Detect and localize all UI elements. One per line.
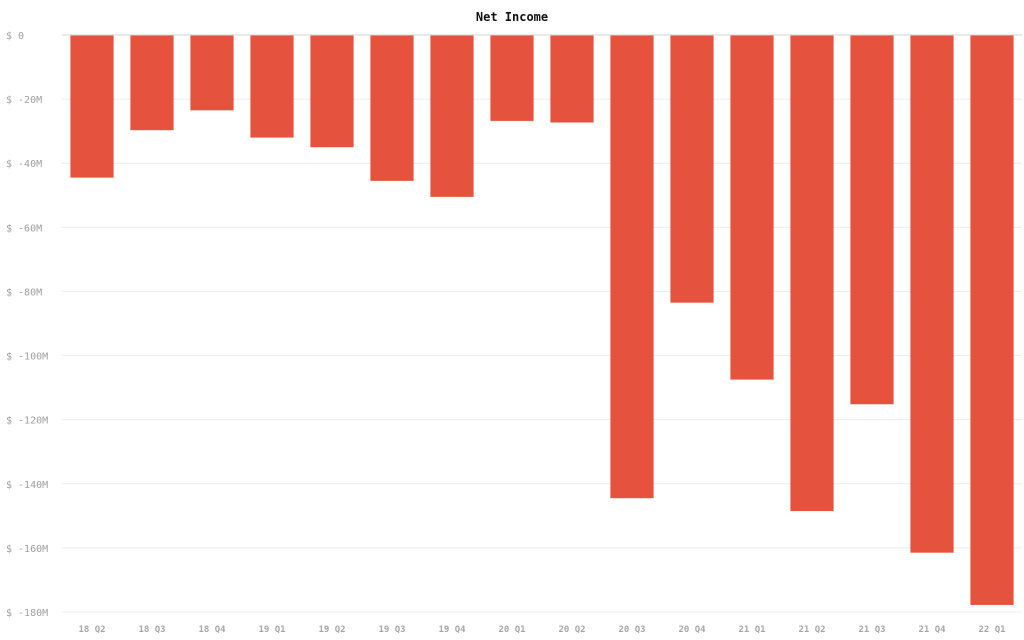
y-tick-label: $ -60M <box>6 223 42 234</box>
x-tick-label: 21 Q2 <box>798 625 825 635</box>
x-tick-label: 20 Q1 <box>498 625 525 635</box>
y-axis-tick-labels: $ 0 $ -20M $ -40M $ -60M $ -80M $ -100M $ -120… <box>6 31 48 619</box>
bar <box>130 35 174 131</box>
y-tick-label: $ -160M <box>6 544 48 555</box>
y-tick-label: $ -140M <box>6 480 48 491</box>
bar <box>430 35 474 197</box>
bar <box>310 35 354 148</box>
x-tick-label: 22 Q1 <box>978 625 1005 635</box>
x-tick-label: 20 Q4 <box>678 625 706 635</box>
bar <box>610 35 654 499</box>
x-tick-label: 20 Q2 <box>558 625 585 635</box>
bars <box>70 35 1014 605</box>
x-tick-label: 18 Q4 <box>198 625 226 635</box>
bar <box>250 35 294 138</box>
x-tick-label: 18 Q3 <box>138 625 165 635</box>
bar <box>190 35 234 111</box>
x-tick-label: 21 Q1 <box>738 625 765 635</box>
chart-title: Net Income <box>476 10 548 24</box>
x-tick-label: 19 Q3 <box>378 625 405 635</box>
x-axis-tick-labels: 18 Q2 18 Q3 18 Q4 19 Q1 19 Q2 19 Q3 19 Q4 20 Q1… <box>78 625 1005 635</box>
y-tick-label: $ -40M <box>6 159 42 170</box>
y-tick-label: $ -20M <box>6 95 42 106</box>
x-tick-label: 19 Q4 <box>438 625 466 635</box>
bar <box>850 35 894 405</box>
bar <box>370 35 414 181</box>
x-tick-label: 20 Q3 <box>618 625 645 635</box>
bar <box>550 35 594 123</box>
bar <box>790 35 834 512</box>
x-tick-label: 19 Q1 <box>258 625 285 635</box>
bar <box>70 35 114 178</box>
x-tick-label: 21 Q4 <box>918 625 946 635</box>
y-tick-label: $ 0 <box>6 31 24 42</box>
grid-lines <box>62 98 1022 613</box>
bar <box>670 35 714 303</box>
bar <box>970 35 1014 605</box>
y-tick-label: $ -120M <box>6 416 48 427</box>
bar <box>730 35 774 380</box>
bar <box>490 35 534 121</box>
y-tick-label: $ -80M <box>6 287 42 298</box>
y-tick-label: $ -180M <box>6 608 48 619</box>
x-tick-label: 21 Q3 <box>858 625 885 635</box>
bar <box>910 35 954 553</box>
y-tick-label: $ -100M <box>6 352 48 363</box>
x-tick-label: 18 Q2 <box>78 625 105 635</box>
x-tick-label: 19 Q2 <box>318 625 345 635</box>
